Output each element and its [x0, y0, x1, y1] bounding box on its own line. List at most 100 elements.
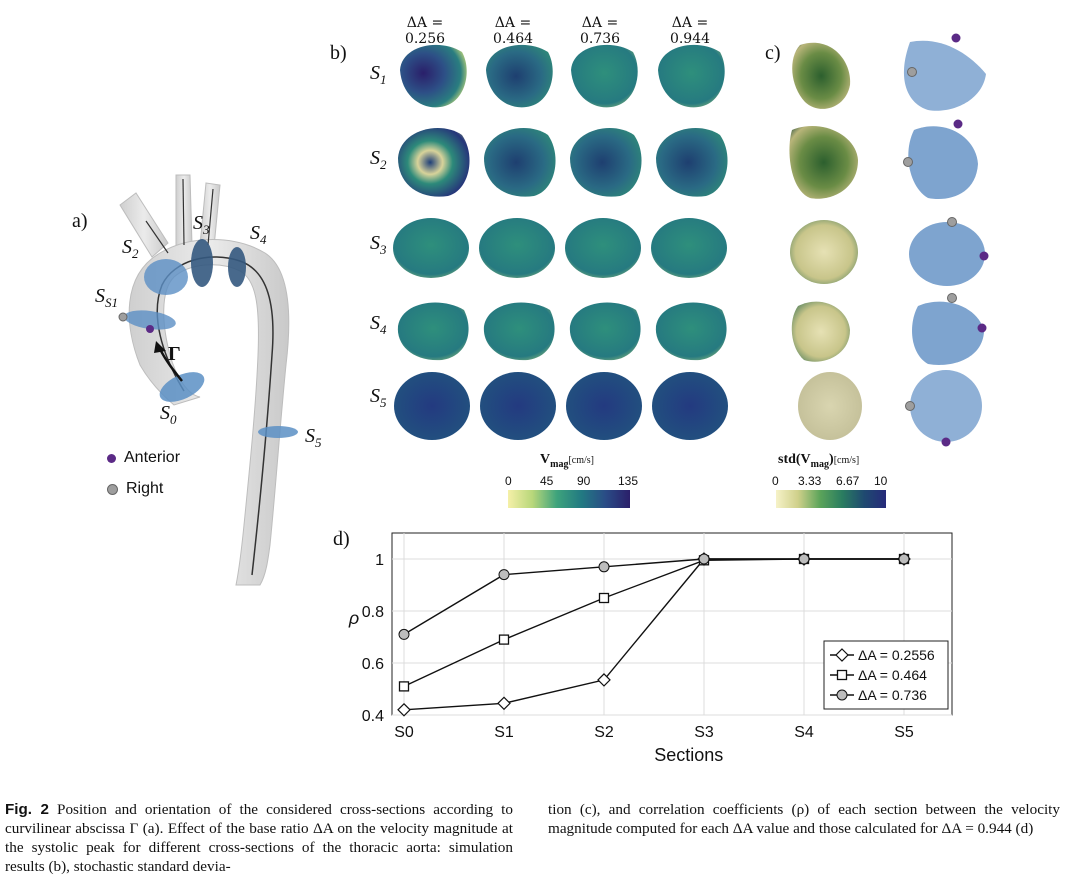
- colorbar-v: [508, 490, 630, 508]
- row-label-s4: S4: [370, 312, 387, 337]
- x-tick-label: S5: [894, 724, 914, 741]
- colorbar-std-title: std(Vmag)[cm/s]: [778, 452, 860, 470]
- aorta-centerline: [156, 256, 274, 576]
- legend-marker-3: [836, 689, 848, 701]
- anterior-marker-s2: [953, 119, 963, 129]
- gamma-arrow: [158, 348, 183, 382]
- velocity-s4-da1: [397, 302, 469, 361]
- row-label-s5: S5: [370, 385, 387, 410]
- x-tick-label: S2: [594, 724, 614, 741]
- velocity-s4-da2: [483, 302, 555, 361]
- aorta-label-s5: S5: [305, 425, 322, 450]
- legend-label-1: ΔA = 0.2556: [858, 647, 935, 663]
- series-1-point: [497, 696, 511, 711]
- velocity-s3-da1: [393, 218, 469, 278]
- anterior-marker-s3: [979, 251, 989, 261]
- panel-label-b: b): [330, 42, 347, 64]
- panel-label-c: c): [765, 42, 781, 64]
- grid-header-2: ΔA = 0.464: [492, 15, 534, 47]
- anterior-dot-icon: [107, 453, 116, 463]
- caption-text-2: tion (c), and correlation coefficients (…: [548, 801, 1060, 837]
- orientation-s5: [910, 370, 982, 442]
- anterior-marker-aorta: [146, 325, 154, 333]
- correlation-chart: 0.4 0.6 0.8 1 S0 S1 S2 S3 S4 S5 Sections ρ ΔA = 0.25…: [348, 532, 953, 765]
- grid-header-3: ΔA = 0.736: [579, 15, 621, 47]
- std-s5: [798, 372, 862, 440]
- legend-anterior-label: Anterior: [124, 449, 181, 466]
- series-3-point: [598, 561, 610, 573]
- legend-right-label: Right: [126, 480, 164, 497]
- anterior-marker-s4: [977, 323, 987, 333]
- velocity-s5-da4: [652, 372, 728, 440]
- right-marker-s4: [947, 293, 957, 303]
- grid-header-1: ΔA = 0.256: [404, 15, 446, 47]
- series-3-point: [498, 569, 510, 581]
- aorta-label-s2: S2: [122, 236, 139, 261]
- series-3-point: [698, 553, 710, 565]
- legend-marker-2: [836, 669, 848, 681]
- velocity-s1-da1: [400, 44, 467, 108]
- section-s1: [124, 310, 176, 330]
- right-marker-s3: [947, 217, 957, 227]
- colorbar-std-tick-3: 10: [874, 474, 888, 488]
- velocity-s4-da3: [569, 302, 641, 361]
- y-tick-label: 0.6: [362, 656, 384, 673]
- velocity-s5-da3: [566, 372, 642, 440]
- velocity-s2-da2: [484, 128, 556, 197]
- std-s3: [790, 220, 858, 284]
- y-tick-label: 0.8: [362, 604, 384, 621]
- velocity-s4-da4: [655, 302, 727, 361]
- row-label-s2: S2: [370, 147, 387, 172]
- series-2-point: [498, 634, 510, 645]
- orientation-s1: [903, 40, 986, 111]
- legend-anterior: Anterior: [107, 449, 180, 467]
- x-tick-label: S0: [394, 724, 414, 741]
- series-3-point: [398, 628, 410, 640]
- legend-label-3: ΔA = 0.736: [858, 687, 927, 703]
- branch-centerline-middle: [182, 178, 185, 246]
- velocity-s1-da3: [571, 44, 638, 108]
- cross-section-grid: [393, 33, 989, 447]
- x-tick-label: S1: [494, 724, 514, 741]
- right-marker-s5: [905, 401, 915, 411]
- right-marker-s1: [907, 67, 917, 77]
- colorbar-v-tick-3: 135: [618, 474, 639, 488]
- velocity-s2-da3: [570, 128, 642, 197]
- velocity-s5-da2: [480, 372, 556, 440]
- branch-centerline-left: [145, 220, 169, 254]
- figure-number: Fig. 2: [5, 801, 49, 818]
- row-label-s1: S1: [370, 62, 387, 87]
- orientation-s2: [908, 126, 978, 200]
- panel-label-d: d): [333, 528, 350, 550]
- aorta-label-s0: S0: [160, 402, 177, 427]
- orientation-s3: [909, 222, 985, 286]
- caption-text-1: Position and orientation of the consider…: [5, 801, 513, 875]
- colorbar-v-tick-2: 90: [577, 474, 591, 488]
- y-tick-label: 1: [375, 552, 384, 569]
- velocity-s3-da3: [565, 218, 641, 278]
- std-s4: [791, 301, 850, 362]
- velocity-s1-da4: [658, 44, 725, 108]
- colorbar-std: [776, 490, 886, 508]
- section-s2: [144, 259, 188, 295]
- legend-label-2: ΔA = 0.464: [858, 667, 927, 683]
- series-2-point: [598, 592, 610, 604]
- velocity-s2-da4: [656, 128, 728, 197]
- aorta-label-s4: S4: [250, 222, 267, 247]
- colorbar-v-tick-0: 0: [505, 474, 512, 488]
- anterior-marker-s5: [941, 437, 951, 447]
- x-tick-label: S3: [694, 724, 714, 741]
- aorta-label-s3: S3: [193, 212, 210, 237]
- series-1-point: [597, 673, 611, 687]
- y-tick-label: 0.4: [362, 708, 384, 725]
- section-s0: [159, 372, 205, 402]
- panel-label-a: a): [72, 210, 88, 232]
- colorbar-std-tick-1: 3.33: [798, 474, 822, 488]
- branch-centerline-right: [207, 188, 214, 246]
- legend-right: Right: [107, 480, 163, 498]
- velocity-s3-da4: [651, 218, 727, 278]
- gamma-label: Γ: [168, 343, 181, 365]
- orientation-s4: [912, 301, 984, 365]
- right-dot-icon: [107, 483, 118, 495]
- colorbar-std-tick-2: 6.67: [836, 474, 860, 488]
